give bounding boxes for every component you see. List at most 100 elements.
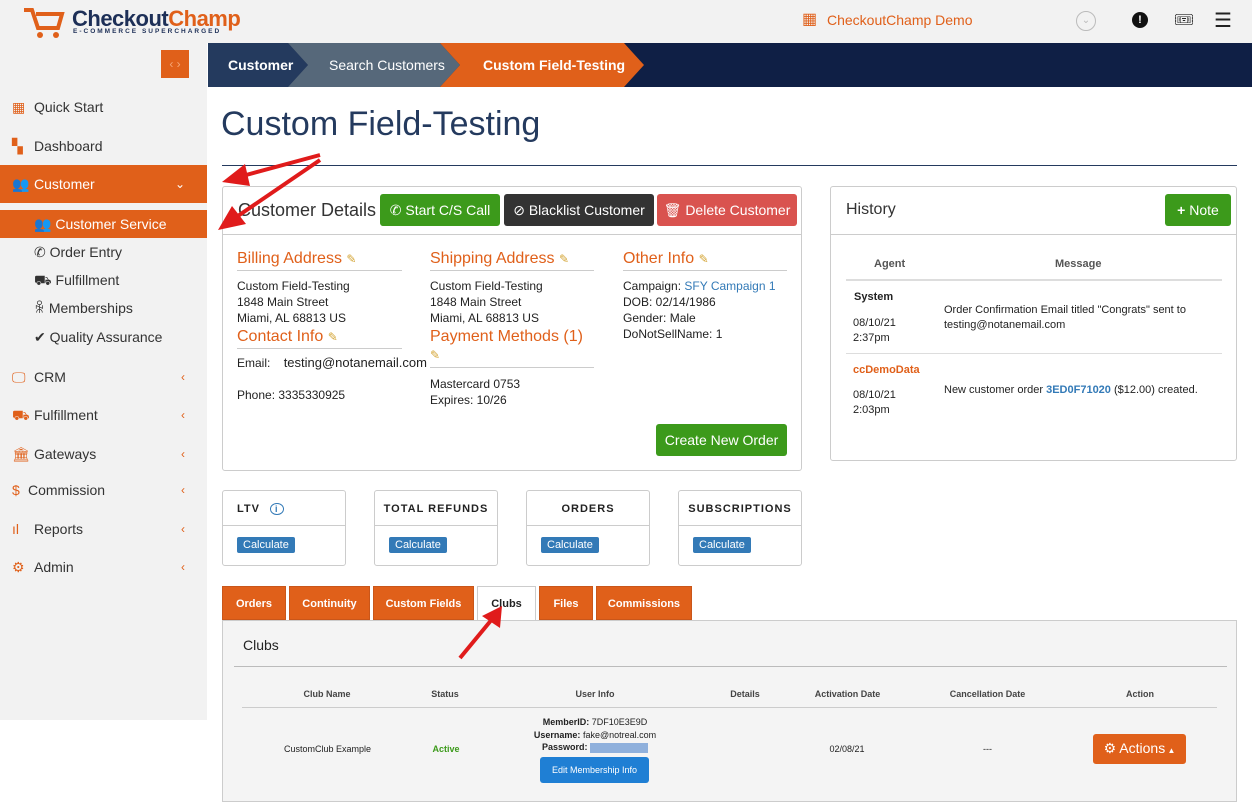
contact-email: Email: testing@notanemail.com [237,355,427,371]
pencil-icon[interactable]: ✎ [327,330,338,344]
sidebar-item-dashboard[interactable]: ▚ Dashboard [0,127,207,165]
payment-heading[interactable]: Payment Methods (1) ✎ [430,328,594,368]
col-club-name: Club Name [303,689,351,699]
breadcrumb-customer[interactable]: Customer [228,57,294,73]
page-title: Custom Field-Testing [221,105,541,143]
sidebar-sub-memberships[interactable]: ꆜ Memberships [0,294,207,322]
bank-icon: 🏛 [12,446,30,462]
chevron-left-icon: ‹ [181,408,185,422]
shipping-address: Custom Field-Testing 1848 Main Street Miam… [430,278,543,326]
campaign-link[interactable]: SFY Campaign 1 [684,279,776,293]
pencil-icon[interactable]: ✎ [698,252,709,266]
expires: Expires: 10/26 [430,393,507,407]
truck-icon: ⛟ [12,407,30,423]
line: Miami, AL 68813 US [237,311,346,325]
chevron-left-icon: ‹ [181,483,185,497]
logo[interactable]: CheckoutChamp [72,6,241,31]
label: Username: [533,729,581,740]
actions-dropdown[interactable]: ⚙ Actions ▲ [1093,734,1186,764]
card: Mastercard 0753 [430,377,521,391]
tab-custom-fields[interactable]: Custom Fields [373,586,474,620]
sidebar-toggle-button[interactable]: ‹ › [161,50,189,78]
label: Blacklist Customer [528,202,645,218]
col-details: Details [730,689,760,699]
sidebar-sub-fulfillment[interactable]: ⛟ Fulfillment [0,266,207,294]
calculate-button[interactable]: Calculate [693,537,751,553]
sidebar-sub-order-entry[interactable]: ✆ Order Entry [0,238,207,266]
pencil-icon[interactable]: ✎ [558,252,570,266]
monitor-icon: 🖵 [12,369,26,385]
breadcrumb-search-customers[interactable]: Search Customers [329,57,445,73]
contact-heading[interactable]: Contact Info ✎ [237,328,402,349]
account-name[interactable]: CheckoutChamp Demo [827,12,973,28]
calculate-button[interactable]: Calculate [541,537,599,553]
sidebar-item-fulfillment[interactable]: ⛟ Fulfillment ‹ [0,396,207,434]
divider [846,279,1222,281]
sidebar-item-gateways[interactable]: 🏛 Gateways ‹ [0,435,207,473]
label: Quality Assurance [49,329,163,345]
label: Contact Info [237,328,324,345]
col-cancellation: Cancellation Date [949,689,1026,699]
tab-files[interactable]: Files [539,586,593,620]
sidebar-item-customer[interactable]: 👥 Customer ⌄ [0,165,207,203]
history-title: History [846,201,896,218]
line: 1848 Main Street [430,295,522,309]
sidebar-item-quick-start[interactable]: ▦ Quick Start [0,88,207,126]
gender: Gender: Male [623,311,696,325]
tab-orders[interactable]: Orders [222,586,286,620]
top-bar [0,0,1252,43]
create-order-button[interactable]: Create New Order [656,424,787,456]
blacklist-button[interactable]: ⊘ Blacklist Customer [504,194,654,226]
add-note-button[interactable]: + Note [1165,194,1231,226]
activation-date: 02/08/21 [829,744,865,754]
shipping-heading[interactable]: Shipping Address ✎ [430,250,594,271]
calculate-button[interactable]: Calculate [389,537,447,553]
clubs-title: Clubs [243,637,279,653]
label: Campaign: [623,279,682,293]
delete-customer-button[interactable]: 🗑 Delete Customer [657,194,797,226]
divider [222,165,1237,166]
pencil-icon[interactable]: ✎ [346,252,357,266]
alert-icon[interactable]: ! [1132,12,1148,28]
tab-commissions[interactable]: Commissions [596,586,692,620]
chevron-circle-icon[interactable]: ⌄ [1076,11,1096,31]
contact-phone: Phone: 3335330925 [237,388,346,402]
sidebar-item-commission[interactable]: $ Commission ‹ [0,471,207,509]
payment-method: Mastercard 0753 Expires: 10/26 [430,376,520,408]
club-user-info: MemberID: 7DF10E3E9D Username: fake@notr… [520,716,670,754]
sidebar-item-reports[interactable]: ıl Reports ‹ [0,510,207,548]
edit-membership-button[interactable]: Edit Membership Info [540,757,649,783]
start-call-button[interactable]: ✆ Start C/S Call [380,194,500,226]
label: Order Entry [49,244,122,260]
tab-continuity[interactable]: Continuity [289,586,370,620]
label: ORDERS [527,503,649,526]
other-info-heading[interactable]: Other Info ✎ [623,250,787,271]
history-message: New customer order 3ED0F71020 ($12.00) c… [944,384,1198,396]
label: Shipping Address [430,250,555,267]
sidebar-sub-customer-service[interactable]: 👥 Customer Service [0,210,207,238]
billing-address: Custom Field-Testing 1848 Main Street Miam… [237,278,350,326]
label: Admin [34,559,74,575]
subscriptions-card: SUBSCRIPTIONS Calculate [678,490,802,566]
grid-icon: ▦ [12,99,26,115]
menu-icon[interactable]: ☰ [1214,10,1232,32]
ticket-icon[interactable]: 🎟 [1174,12,1195,29]
sidebar-item-crm[interactable]: 🖵 CRM ‹ [0,358,207,396]
breadcrumb: Customer Search Customers Custom Field-T… [208,43,1252,87]
line: 1848 Main Street [237,295,329,309]
label: Gateways [34,446,97,462]
sidebar-item-admin[interactable]: ⚙ Admin ‹ [0,548,207,586]
label: Reports [34,521,84,537]
label: Fulfillment [34,407,98,423]
label: Billing Address [237,250,342,267]
info-icon[interactable]: i [270,503,284,515]
tab-clubs[interactable]: Clubs [477,586,536,622]
billing-heading[interactable]: Billing Address ✎ [237,250,402,271]
total-refunds-card: TOTAL REFUNDS Calculate [374,490,498,566]
sidebar-sub-quality-assurance[interactable]: ✔ Quality Assurance [0,323,207,351]
order-link[interactable]: 3ED0F71020 [1046,384,1111,396]
calculate-button[interactable]: Calculate [237,537,295,553]
label: Customer Service [55,216,167,232]
pencil-icon[interactable]: ✎ [430,348,441,362]
line: Custom Field-Testing [430,279,543,293]
